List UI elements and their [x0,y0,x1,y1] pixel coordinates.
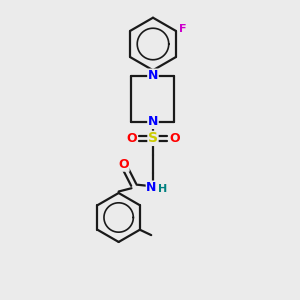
Text: N: N [148,69,158,82]
Text: O: O [169,132,180,145]
Text: O: O [126,132,137,145]
Text: N: N [146,181,157,194]
Text: F: F [179,24,187,34]
Text: H: H [158,184,167,194]
Text: S: S [148,131,158,146]
Text: N: N [148,116,158,128]
Text: O: O [118,158,129,171]
